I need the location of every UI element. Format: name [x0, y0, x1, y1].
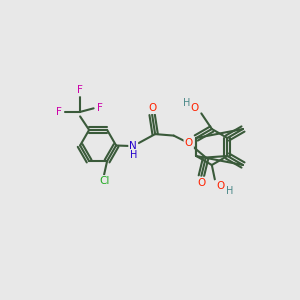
- Text: H: H: [183, 98, 190, 108]
- Text: N: N: [129, 141, 137, 151]
- Text: O: O: [216, 181, 224, 191]
- Text: F: F: [97, 103, 103, 113]
- Text: F: F: [77, 85, 83, 95]
- Text: F: F: [56, 107, 62, 117]
- Text: O: O: [197, 178, 206, 188]
- Text: H: H: [226, 186, 233, 197]
- Text: Cl: Cl: [99, 176, 109, 186]
- Text: O: O: [148, 103, 156, 113]
- Text: O: O: [190, 103, 199, 113]
- Text: H: H: [130, 149, 137, 160]
- Text: O: O: [184, 138, 193, 148]
